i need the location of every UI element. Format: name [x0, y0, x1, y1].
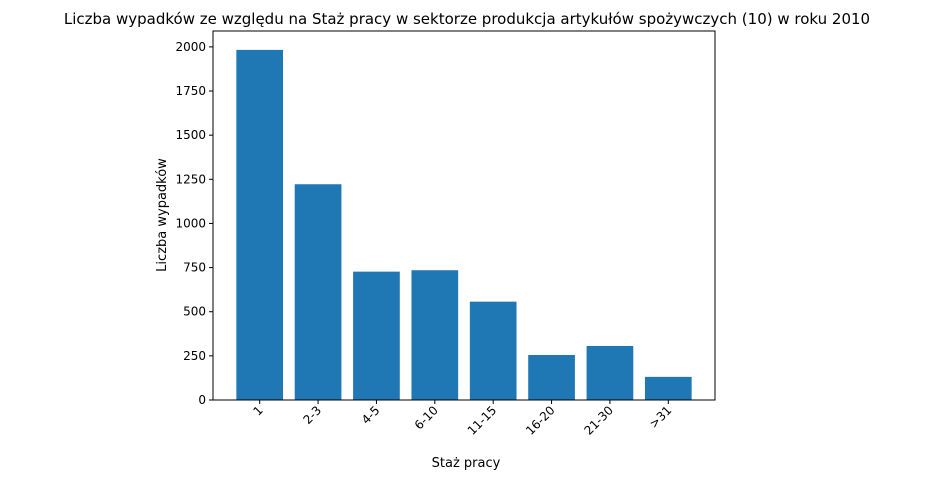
bar-21-30	[586, 345, 634, 400]
bar-2-3	[294, 184, 342, 400]
y-tick-label: 500	[183, 305, 206, 319]
y-tick-label: 1000	[175, 216, 206, 230]
y-tick-label: 1750	[175, 84, 206, 98]
x-tick-label: 11-15	[465, 403, 500, 438]
x-tick-label: 6-10	[412, 403, 441, 432]
x-tick-label: >31	[647, 403, 675, 431]
bar-11-15	[469, 301, 517, 400]
x-axis-label: Staż pracy	[432, 456, 501, 471]
y-tick-label: 2000	[175, 40, 206, 54]
bar-6-10	[411, 270, 459, 400]
y-tick-label: 250	[183, 349, 206, 363]
x-tick-label: 4-5	[359, 403, 383, 427]
x-axis-ticks: 1 2-3 4-5 6-10 11-15 16-20 21-30 >31	[251, 400, 675, 438]
bar->31	[644, 376, 692, 400]
x-tick-label: 16-20	[523, 403, 558, 438]
bar-1	[236, 49, 284, 400]
bar-16-20	[528, 354, 575, 400]
chart-title: Liczba wypadków ze względu na Staż pracy…	[64, 10, 870, 28]
y-tick-label: 1500	[175, 128, 206, 142]
bars-group	[236, 49, 692, 400]
y-tick-label: 1250	[175, 172, 206, 186]
bar-4-5	[353, 271, 400, 400]
y-tick-label: 750	[183, 261, 206, 275]
y-tick-label: 0	[198, 393, 206, 407]
y-axis-ticks: 0 250 500 750 1000 1250 1500 1750 2000	[175, 40, 213, 407]
y-axis-label: Liczba wypadków	[155, 158, 170, 272]
x-tick-label: 21-30	[581, 403, 616, 438]
x-tick-label: 2-3	[300, 403, 324, 427]
plot-frame	[212, 30, 716, 401]
x-tick-label: 1	[251, 403, 266, 418]
